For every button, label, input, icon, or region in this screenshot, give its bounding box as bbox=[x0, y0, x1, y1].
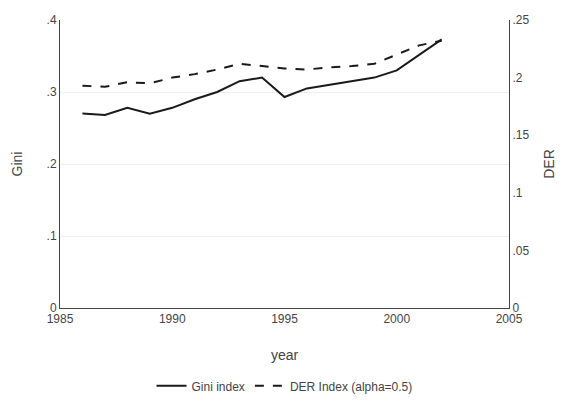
svg-text:1990: 1990 bbox=[159, 312, 186, 326]
svg-text:.2: .2 bbox=[47, 157, 57, 171]
svg-text:.15: .15 bbox=[512, 128, 529, 142]
svg-text:.3: .3 bbox=[47, 85, 57, 99]
svg-text:2005: 2005 bbox=[496, 312, 523, 326]
svg-text:0: 0 bbox=[50, 301, 57, 315]
svg-text:2000: 2000 bbox=[383, 312, 410, 326]
svg-text:1985: 1985 bbox=[47, 312, 74, 326]
svg-text:Gini index: Gini index bbox=[192, 380, 245, 394]
svg-text:.1: .1 bbox=[512, 186, 522, 200]
svg-text:.2: .2 bbox=[512, 71, 522, 85]
svg-text:0: 0 bbox=[512, 301, 519, 315]
svg-text:.25: .25 bbox=[512, 13, 529, 27]
svg-text:1995: 1995 bbox=[271, 312, 298, 326]
svg-text:DER: DER bbox=[541, 149, 557, 179]
svg-text:.4: .4 bbox=[47, 13, 57, 27]
svg-text:Gini: Gini bbox=[9, 152, 25, 177]
svg-text:.1: .1 bbox=[47, 229, 57, 243]
svg-text:year: year bbox=[271, 347, 299, 363]
svg-text:DER Index (alpha=0.5): DER Index (alpha=0.5) bbox=[290, 380, 412, 394]
svg-text:.05: .05 bbox=[512, 244, 529, 258]
